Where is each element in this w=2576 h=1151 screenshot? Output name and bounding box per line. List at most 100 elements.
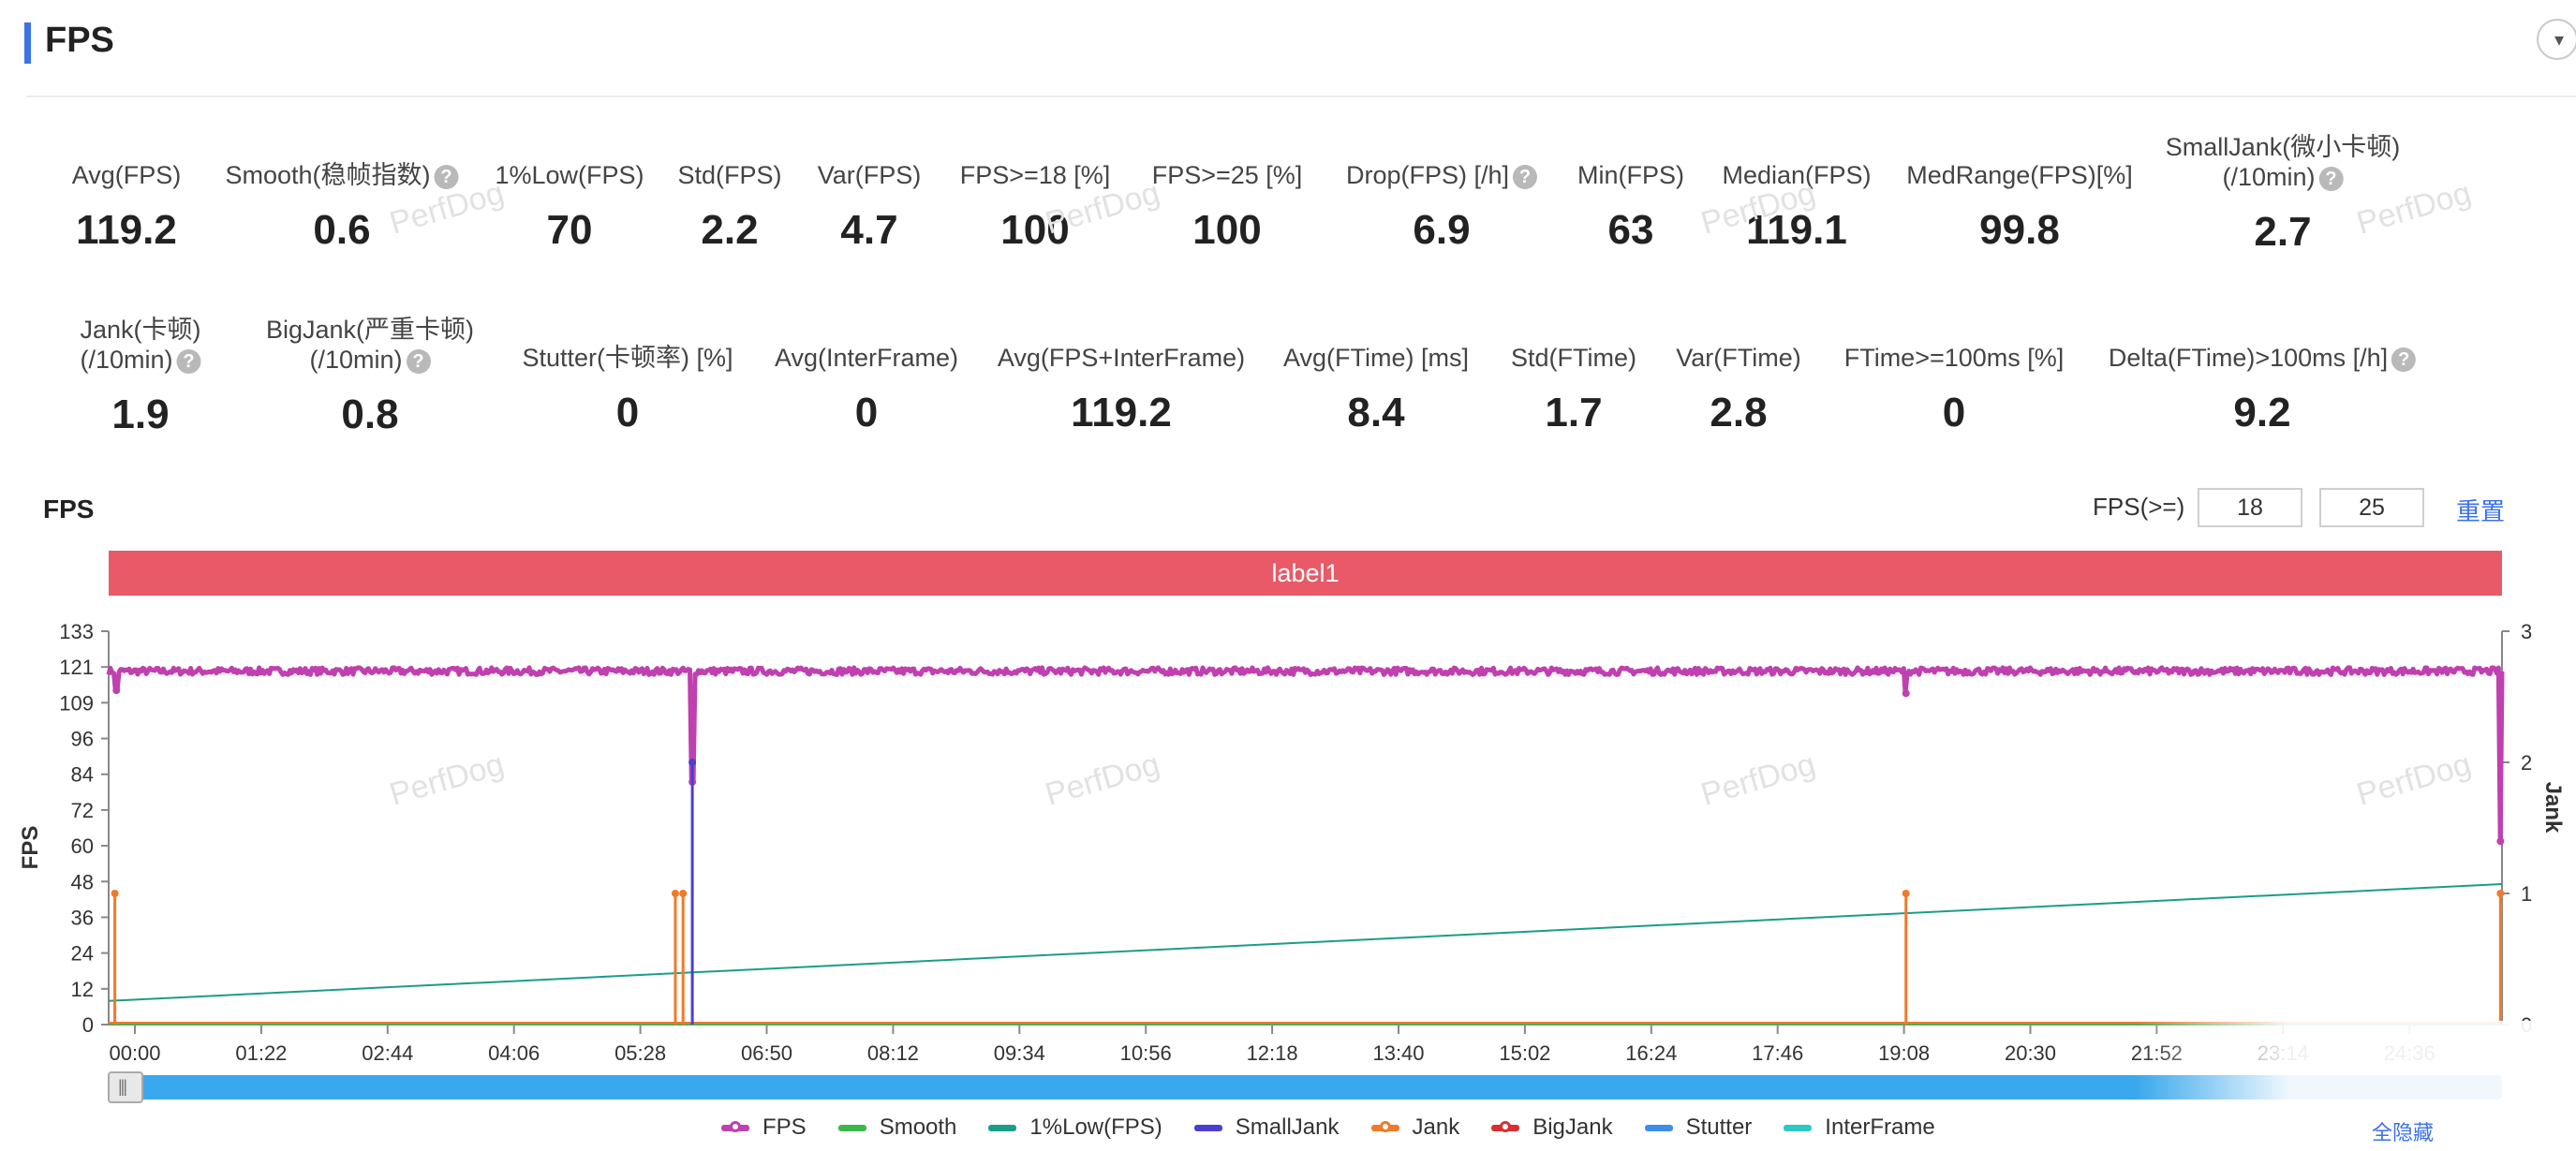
metric-var-ftime: Var(FTime) 2.8 — [1676, 343, 1800, 436]
metric-value: 0 — [854, 390, 879, 435]
metric-label: MedRange(FPS)[%] — [1906, 161, 2133, 189]
metric-median-fps: Median(FPS) 119.1 — [1722, 160, 1871, 254]
question-circle-icon[interactable]: ? — [1513, 164, 1538, 189]
legend-item[interactable]: 1%Low(FPS) — [988, 1114, 1162, 1141]
metric-label: Delta(FTime)>100ms [/h] — [2108, 344, 2389, 372]
legend-item[interactable]: SmallJank — [1193, 1114, 1340, 1141]
x-tick-label: 00:00 — [109, 1041, 160, 1065]
metric-value: 9.2 — [2233, 390, 2291, 435]
x-tick-label: 09:34 — [994, 1041, 1045, 1065]
y-tick-label: 24 — [71, 942, 94, 966]
metric-label: Avg(InterFrame) — [774, 344, 959, 372]
y-tick-label: 96 — [71, 728, 94, 751]
metric-value: 2.2 — [701, 207, 759, 253]
y2-axis-title: Jank — [2540, 782, 2566, 834]
legend-item[interactable]: FPS — [721, 1114, 807, 1141]
metric-label: Median(FPS) — [1722, 161, 1872, 189]
metric-value: 0.6 — [313, 207, 371, 253]
watermark: PerfDog — [1697, 746, 1819, 813]
reset-button[interactable]: 重置 — [2456, 497, 2506, 525]
x-tick-label: 12:18 — [1247, 1041, 1298, 1065]
metric-medrange-fps: MedRange(FPS)[%] 99.8 — [1906, 160, 2133, 254]
metric-value: 100 — [1192, 207, 1262, 253]
x-tick-label: 19:08 — [1878, 1041, 1930, 1065]
legend-item[interactable]: BigJank — [1491, 1114, 1613, 1141]
x-tick-label: 04:06 — [488, 1041, 540, 1065]
fps-point — [1902, 689, 1910, 698]
header-divider — [26, 96, 2576, 97]
zoom-handle-left[interactable]: ||| — [108, 1071, 143, 1103]
metric-label: Jank(卡顿) — [80, 316, 201, 344]
metric-label: FPS>=18 [%] — [959, 161, 1111, 189]
metric-label: Drop(FPS) [/h] — [1345, 161, 1510, 189]
metric-min-fps: Min(FPS) 63 — [1577, 160, 1684, 254]
legend-item[interactable]: Stutter — [1644, 1114, 1753, 1141]
question-circle-icon[interactable]: ? — [434, 164, 459, 189]
metric-label: FTime>=100ms [%] — [1843, 344, 2065, 372]
metric-fps-ge-18: FPS>=18 [%] 100 — [960, 160, 1111, 254]
x-tick-label: 02:44 — [362, 1041, 413, 1065]
chevron-down-icon: ▾ — [2554, 30, 2565, 51]
metric-value: 100 — [1000, 207, 1070, 253]
x-tick-label: 17:46 — [1752, 1041, 1803, 1065]
fps-threshold-input-1[interactable] — [2198, 488, 2302, 527]
metric-label: Var(FTime) — [1676, 344, 1801, 372]
legend-label: Smooth — [879, 1114, 957, 1140]
y-axis-title: FPS — [18, 826, 43, 870]
metric-std-ftime: Std(FTime) 1.7 — [1511, 343, 1636, 436]
y-tick-label: 36 — [71, 906, 94, 929]
y-tick-label: 72 — [71, 799, 94, 822]
watermark: PerfDog — [2353, 175, 2475, 242]
jank-point — [679, 890, 688, 897]
legend-swatch-icon — [837, 1124, 866, 1131]
metric-1pct-low: 1%Low(FPS) 70 — [495, 160, 644, 254]
metric-label: BigJank(严重卡顿) — [265, 316, 475, 344]
metric-label: FPS>=25 [%] — [1151, 161, 1303, 189]
legend-swatch-icon — [721, 1120, 749, 1132]
question-circle-icon[interactable]: ? — [406, 348, 431, 374]
zoom-scrollbar[interactable] — [109, 1075, 2502, 1099]
x-tick-label: 01:22 — [235, 1041, 287, 1065]
metric-value: 4.7 — [840, 207, 898, 253]
metric-smalljank: SmallJank(微小卡顿) (/10min)? 2.7 — [2166, 132, 2401, 256]
legend-item[interactable]: Jank — [1370, 1114, 1459, 1141]
metric-var-fps: Var(FPS) 4.7 — [818, 160, 922, 254]
metric-avg-ftime: Avg(FTime) [ms] 8.4 — [1283, 343, 1469, 436]
chart-title: FPS — [43, 494, 95, 524]
collapse-button[interactable]: ▾ — [2537, 19, 2576, 60]
legend-swatch-icon — [988, 1124, 1017, 1131]
metric-label: Std(FTime) — [1511, 344, 1636, 372]
metric-value: 2.8 — [1710, 390, 1768, 435]
jank-point — [2496, 890, 2505, 897]
legend-item[interactable]: Smooth — [837, 1114, 957, 1141]
fps-threshold-input-2[interactable] — [2319, 488, 2424, 527]
x-tick-label: 16:24 — [1625, 1041, 1677, 1065]
x-tick-label: 13:40 — [1372, 1041, 1424, 1065]
metric-drop-fps: Drop(FPS) [/h]? 6.9 — [1345, 160, 1538, 254]
question-circle-icon[interactable]: ? — [2391, 347, 2417, 372]
label-band[interactable]: label1 — [109, 551, 2502, 596]
jank-point — [111, 890, 119, 897]
legend-label: Stutter — [1685, 1114, 1753, 1140]
metric-value: 0 — [615, 390, 640, 435]
y-tick-label: 109 — [59, 691, 94, 715]
metric-label: SmallJank(微小卡顿) — [2165, 133, 2401, 161]
legend-swatch-icon — [1193, 1124, 1222, 1131]
metric-label: 1%Low(FPS) — [495, 161, 644, 189]
metric-ftime-ge-100: FTime>=100ms [%] 0 — [1844, 343, 2065, 436]
question-circle-icon[interactable]: ? — [2318, 166, 2344, 191]
metric-value: 1.9 — [111, 391, 170, 437]
metric-jank: Jank(卡顿) (/10min)? 1.9 — [80, 315, 201, 438]
metric-value: 1.7 — [1545, 390, 1603, 435]
legend-swatch-icon — [1491, 1120, 1520, 1132]
legend-item[interactable]: InterFrame — [1784, 1114, 1935, 1141]
watermark: PerfDog — [2353, 746, 2475, 813]
question-circle-icon[interactable]: ? — [176, 348, 201, 374]
legend-label: BigJank — [1532, 1114, 1613, 1140]
hide-all-button[interactable]: 全隐藏 — [2372, 1121, 2435, 1144]
y-tick-label: 12 — [71, 978, 94, 1001]
x-tick-label: 06:50 — [741, 1041, 792, 1065]
metric-label: Min(FPS) — [1577, 161, 1684, 189]
watermark: PerfDog — [386, 175, 508, 242]
